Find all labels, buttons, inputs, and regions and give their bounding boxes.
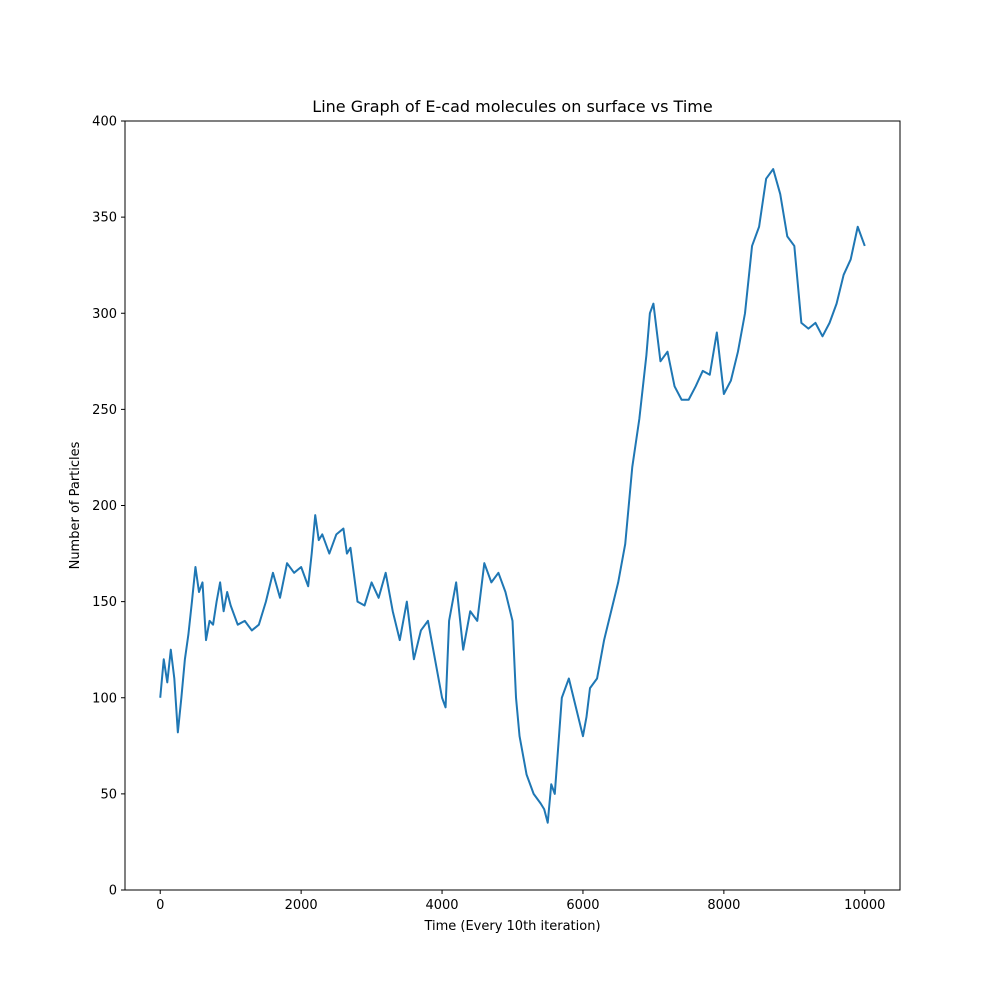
plot-background [125,121,900,890]
y-tick-label: 200 [92,499,117,514]
plot-area [124,120,901,891]
y-tick-label: 150 [92,595,117,610]
x-tick-label: 0 [156,898,164,913]
y-tick-label: 100 [92,691,117,706]
y-tick-label: 250 [92,403,117,418]
y-tick-label: 300 [92,307,117,322]
x-axis-ticks: 0 2000 4000 6000 8000 10000 [156,890,885,913]
y-tick-label: 350 [92,211,117,226]
y-axis-ticks: 0 50 100 150 200 250 300 350 400 [92,115,125,899]
series-line-0 [159,168,866,824]
x-tick-label: 6000 [566,898,599,913]
y-tick-label: 50 [100,787,117,802]
x-tick-label: 10000 [844,898,885,913]
x-tick-label: 2000 [285,898,318,913]
x-tick-label: 8000 [707,898,740,913]
chart-title: Line Graph of E-cad molecules on surface… [312,97,712,116]
y-axis-label: Number of Particles [68,441,83,569]
y-tick-label: 0 [109,884,117,899]
y-tick-label: 400 [92,115,117,130]
x-axis-label: Time (Every 10th iteration) [423,919,600,934]
x-tick-label: 4000 [425,898,458,913]
series-layer [159,168,866,824]
